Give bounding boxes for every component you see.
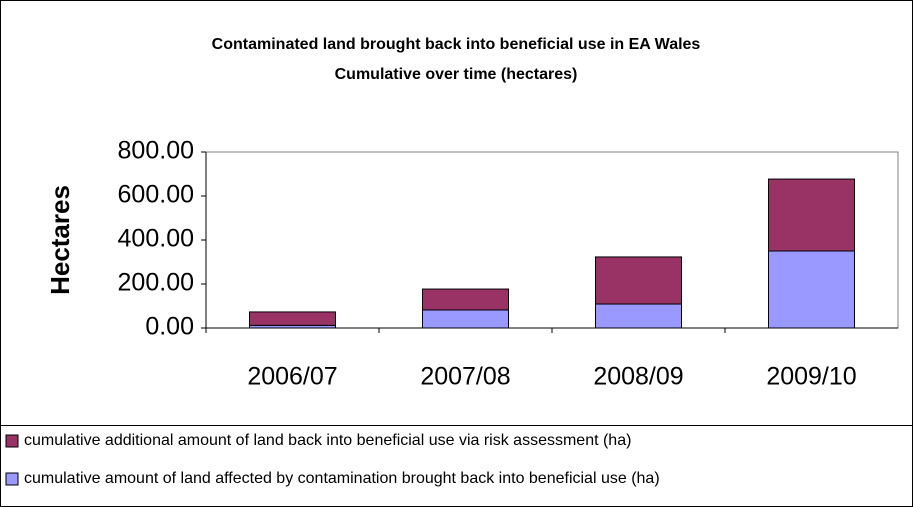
- bar: [768, 178, 855, 252]
- legend-swatch: [5, 434, 19, 448]
- bar: [768, 250, 855, 329]
- y-tick-label: 0.00: [145, 313, 194, 341]
- y-tick-label: 400.00: [118, 225, 194, 253]
- chart-subtitle: Cumulative over time (hectares): [335, 66, 578, 83]
- x-tick-label: 2008/09: [593, 363, 683, 391]
- chart-title: Contaminated land brought back into bene…: [212, 36, 701, 53]
- bar: [422, 288, 509, 311]
- y-tick-label: 200.00: [118, 269, 194, 297]
- y-tick-label: 800.00: [118, 137, 194, 165]
- bar: [422, 309, 509, 329]
- legend-label: cumulative amount of land affected by co…: [24, 470, 660, 487]
- bar: [595, 256, 682, 305]
- legend-label: cumulative additional amount of land bac…: [24, 432, 631, 449]
- bar: [595, 303, 682, 329]
- legend-swatch: [5, 472, 19, 486]
- bar: [249, 311, 336, 326]
- x-tick-label: 2009/10: [766, 363, 856, 391]
- x-tick-label: 2006/07: [247, 363, 337, 391]
- y-tick-label: 600.00: [118, 181, 194, 209]
- x-tick-label: 2007/08: [420, 363, 510, 391]
- y-axis-label: Hectares: [45, 185, 75, 295]
